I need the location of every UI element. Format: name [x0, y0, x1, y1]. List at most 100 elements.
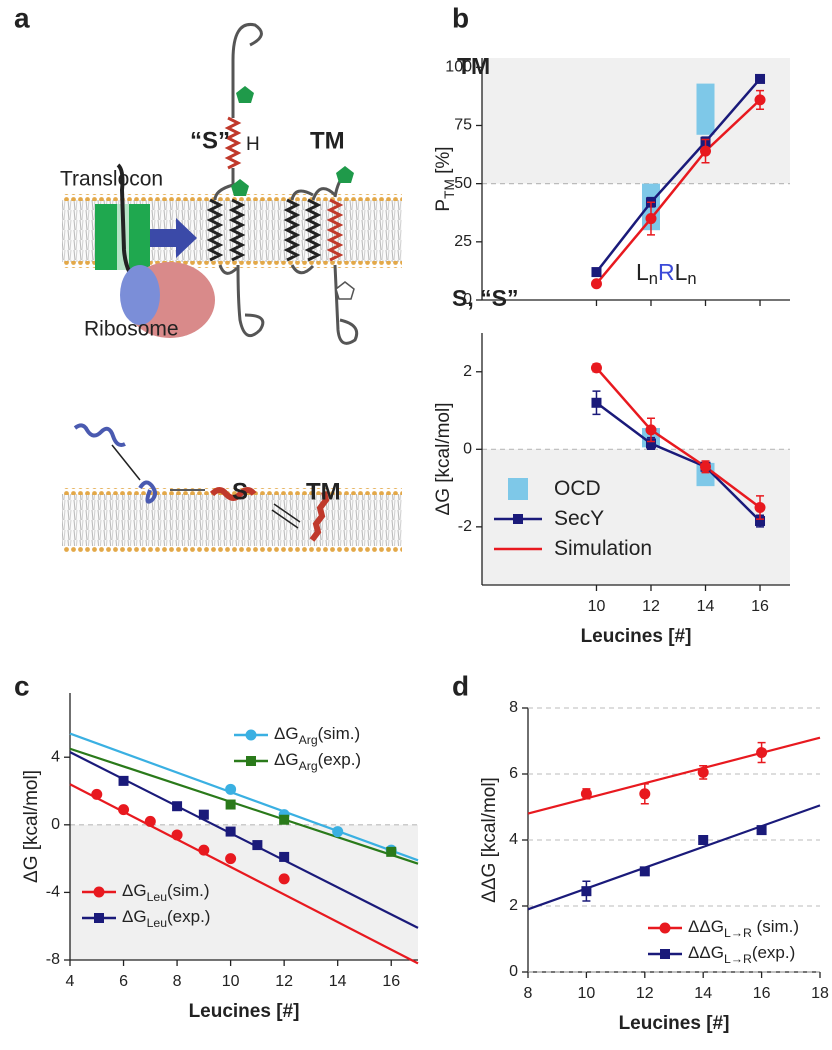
marker — [225, 826, 236, 837]
y-tick-label: 6 — [509, 765, 518, 782]
x-tick-label: 8 — [524, 985, 533, 1002]
marker — [639, 788, 651, 800]
legend-label: ΔΔGL→R(exp.) — [688, 943, 795, 966]
marker — [591, 267, 602, 278]
shaded-region — [482, 449, 790, 585]
marker — [639, 866, 650, 877]
marker — [172, 801, 183, 812]
x-tick-label: 6 — [119, 973, 128, 990]
marker — [754, 501, 766, 513]
legend-marker — [660, 949, 670, 959]
x-tick-label: 14 — [697, 598, 715, 615]
fit-line — [527, 736, 821, 815]
y-tick-label: 50 — [454, 175, 472, 192]
diagram-label: TM — [306, 478, 341, 505]
y-tick-label: 0 — [509, 963, 518, 980]
marker — [698, 835, 709, 845]
marker — [754, 94, 766, 106]
legend-label: Simulation — [554, 537, 652, 560]
marker — [645, 438, 656, 449]
series-line — [595, 78, 761, 273]
side-label: TM — [457, 53, 490, 79]
marker — [171, 829, 183, 841]
legend-marker — [245, 729, 257, 741]
y-tick-label: -2 — [458, 518, 472, 535]
chart: -2 0 2 10 12 14 16 ΔG [kcal/mol] Leucines [#] OCD… — [433, 333, 790, 647]
x-tick-label: 10 — [588, 598, 606, 615]
marker — [590, 278, 602, 290]
legend-entry: ΔGLeu(exp.) — [82, 907, 210, 930]
marker — [118, 775, 129, 786]
legend-label: ΔΔGL→R (sim.) — [688, 917, 799, 940]
y-tick-label: 8 — [509, 699, 518, 716]
x-axis-title: Leucines [#] — [619, 1013, 730, 1034]
legend-label: ΔGArg(sim.) — [274, 724, 360, 747]
marker — [252, 840, 263, 851]
side-label: S, “S” — [452, 285, 518, 311]
marker — [386, 846, 397, 857]
fit-line — [69, 783, 419, 965]
arrow — [150, 218, 197, 258]
y-axis-title: ΔG [kcal/mol] — [21, 770, 42, 883]
y-tick-label: 100 — [445, 59, 472, 76]
legend-entry: ΔGArg(sim.) — [234, 724, 360, 747]
legend-entry: ΔΔGL→R(exp.) — [648, 943, 795, 966]
panel-label: a — [14, 2, 30, 33]
series-line — [595, 367, 761, 509]
x-tick-label: 4 — [66, 973, 75, 990]
y-tick-label: 75 — [454, 117, 472, 134]
marker — [279, 814, 290, 825]
marker — [756, 747, 768, 759]
y-axis-title: ΔG [kcal/mol] — [433, 403, 454, 516]
legend-label: ΔGArg(exp.) — [274, 750, 361, 773]
y-tick-label: 0 — [463, 291, 472, 308]
marker — [198, 844, 210, 856]
marker — [332, 826, 344, 838]
glycans — [231, 86, 355, 300]
marker — [279, 851, 290, 862]
chart: -8 -4 0 4 4 6 8 10 12 14 16 ΔG [kcal/mol] Leucines [… — [21, 693, 419, 1022]
x-tick-label: 12 — [642, 598, 660, 615]
panel-label: b — [452, 2, 469, 33]
legend-entry: ΔΔGL→R (sim.) — [648, 917, 799, 940]
marker — [144, 815, 156, 827]
legend-marker — [659, 922, 671, 934]
y-tick-label: -8 — [46, 951, 60, 968]
x-axis-title: Leucines [#] — [581, 626, 692, 647]
shaded-region — [482, 58, 790, 184]
diagram-label: S — [232, 478, 248, 505]
y-tick-label: 25 — [454, 233, 472, 250]
panel-label: d — [452, 670, 469, 701]
x-tick-label: 18 — [811, 985, 829, 1002]
marker — [580, 788, 592, 800]
marker — [225, 783, 237, 795]
y-tick-label: 4 — [51, 748, 60, 765]
y-axis-title: ΔΔG [kcal/mol] — [479, 777, 500, 903]
legend-label: OCD — [554, 477, 601, 500]
legend-entry: Simulation — [494, 537, 652, 560]
x-tick-label: 16 — [382, 973, 400, 990]
legend-label: ΔGLeu(exp.) — [122, 907, 210, 930]
legend-label: ΔGLeu(sim.) — [122, 881, 210, 904]
panel-label: c — [14, 670, 30, 701]
marker — [591, 397, 602, 408]
legend-marker — [94, 913, 104, 923]
series-line — [595, 98, 761, 285]
x-axis-title: Leucines [#] — [189, 1001, 300, 1022]
legend-marker — [93, 886, 105, 898]
series-line — [595, 401, 761, 522]
marker — [278, 873, 290, 885]
x-tick-label: 16 — [751, 598, 769, 615]
marker — [755, 73, 766, 84]
diagram-label: Translocon — [60, 168, 163, 191]
diagram-label: Ribosome — [84, 318, 179, 341]
legend-marker — [246, 756, 256, 766]
x-tick-label: 16 — [753, 985, 771, 1002]
marker — [198, 809, 209, 820]
marker — [645, 424, 657, 436]
shaded-region — [70, 824, 418, 960]
marker — [225, 799, 236, 810]
marker — [697, 766, 709, 778]
legend-entry: ΔGLeu(sim.) — [82, 881, 210, 904]
x-tick-label: 12 — [636, 985, 654, 1002]
